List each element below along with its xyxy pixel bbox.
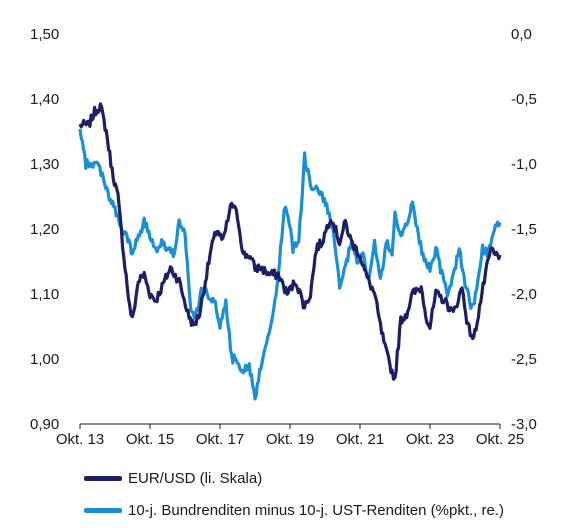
legend-swatch-spread <box>84 507 122 513</box>
x-tick-label: Okt. 19 <box>266 431 314 448</box>
y-right-tick-label: -3,0 <box>511 416 537 433</box>
series-line-eurusd <box>78 102 502 381</box>
y-left-tick-label: 1,50 <box>30 26 59 43</box>
x-tick-label: Okt. 21 <box>336 431 384 448</box>
x-tick-label: Okt. 13 <box>56 431 104 448</box>
chart-canvas: 1,50 1,40 1,30 1,20 1,10 1,00 0,90 0,0 -0,5 -1,0… <box>30 26 537 448</box>
y-right-tick-label: -1,5 <box>511 221 537 238</box>
y-left-tick-label: 0,90 <box>30 416 59 433</box>
legend-item-eurusd: EUR/USD (li. Skala) <box>84 462 504 494</box>
series-layer <box>78 102 502 401</box>
y-right-tick-label: -2,5 <box>511 351 537 368</box>
legend: EUR/USD (li. Skala) 10-j. Bundrenditen m… <box>84 462 504 526</box>
legend-swatch-eurusd <box>84 475 122 481</box>
x-tick-label: Okt. 15 <box>126 431 174 448</box>
y-axis-left: 1,50 1,40 1,30 1,20 1,10 1,00 0,90 <box>30 26 59 433</box>
x-axis: Okt. 13 Okt. 15 Okt. 17 Okt. 19 Okt. 21 Okt. … <box>56 424 524 448</box>
y-right-tick-label: -1,0 <box>511 156 537 173</box>
x-tick-label: Okt. 23 <box>406 431 454 448</box>
y-left-tick-label: 1,30 <box>30 156 59 173</box>
legend-label-eurusd: EUR/USD (li. Skala) <box>128 469 263 487</box>
legend-label-spread: 10-j. Bundrenditen minus 10-j. UST-Rendi… <box>128 501 505 519</box>
x-tick-label: Okt. 17 <box>196 431 244 448</box>
y-left-tick-label: 1,40 <box>30 91 59 108</box>
series-line-spread <box>78 128 502 401</box>
y-axis-right: 0,0 -0,5 -1,0 -1,5 -2,0 -2,5 -3,0 <box>511 26 537 433</box>
y-right-tick-label: 0,0 <box>511 26 532 43</box>
x-tick-label: Okt. 25 <box>476 431 524 448</box>
y-right-tick-label: -0,5 <box>511 91 537 108</box>
y-right-tick-label: -2,0 <box>511 286 537 303</box>
y-left-tick-label: 1,00 <box>30 351 59 368</box>
y-left-tick-label: 1,20 <box>30 221 59 238</box>
legend-item-spread: 10-j. Bundrenditen minus 10-j. UST-Rendi… <box>84 494 504 526</box>
y-left-tick-label: 1,10 <box>30 286 59 303</box>
